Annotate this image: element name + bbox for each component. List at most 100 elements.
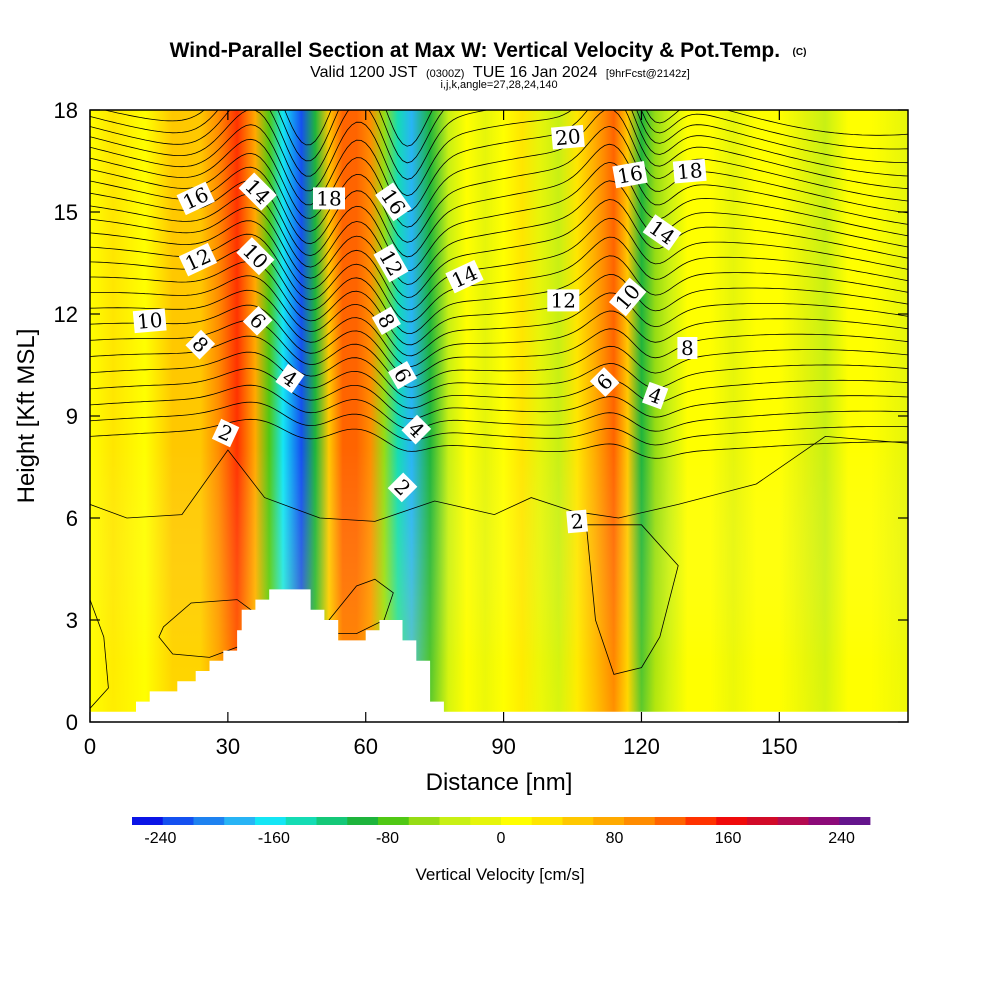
contour-label-2: 2 <box>566 509 589 534</box>
colorbar-swatch <box>839 817 871 825</box>
colorbar-swatch <box>716 817 748 825</box>
theta-line <box>90 275 908 357</box>
theta-line <box>90 143 908 258</box>
contour-label-18: 18 <box>313 186 345 210</box>
colorbar-swatch <box>501 817 533 825</box>
theta-line <box>90 384 908 432</box>
colorbar-tick-label: 240 <box>828 830 855 847</box>
low-level-fade <box>90 110 908 722</box>
theta-contour-edge-west <box>90 599 109 709</box>
theta-line <box>90 320 908 388</box>
theta-line <box>90 351 908 409</box>
contour-label-16: 16 <box>612 161 648 189</box>
contour-label-text: 10 <box>136 308 163 334</box>
y-axis-label: Height [Kft MSL] <box>13 329 40 504</box>
colorbar-swatch <box>593 817 625 825</box>
colorbar-tick-label: -80 <box>376 830 399 847</box>
colorbar-tick-label: 160 <box>715 830 742 847</box>
x-tick-label: 90 <box>491 734 515 759</box>
colorbar-swatch <box>255 817 287 825</box>
chart-title: Wind-Parallel Section at Max W: Vertical… <box>170 39 807 62</box>
theta-line <box>90 217 908 311</box>
theta-line <box>90 261 908 346</box>
colorbar-swatch <box>531 817 563 825</box>
colorbar-swatch <box>408 817 440 825</box>
colorbar-swatch <box>808 817 840 825</box>
potential-temperature-contours <box>90 110 908 709</box>
contour-label-10: 10 <box>132 308 167 334</box>
contour-label-8: 8 <box>371 306 401 335</box>
x-tick-label: 30 <box>216 734 240 759</box>
colorbar-tick-label: 0 <box>497 830 506 847</box>
theta-line <box>90 199 908 298</box>
colorbar-tick-label: -240 <box>144 830 176 847</box>
theta-line <box>90 125 908 243</box>
contour-label-4: 4 <box>642 381 669 410</box>
x-axis-ticks: 0 30 60 90 120 150 <box>84 110 798 759</box>
chart-subtitle: Valid 1200 JST (0300Z) TUE 16 Jan 2024 [… <box>310 64 690 81</box>
contour-label-text: 20 <box>554 124 581 150</box>
theta-line <box>90 110 908 180</box>
colorbar-label: Vertical Velocity [cm/s] <box>415 865 584 884</box>
colorbar-swatch <box>316 817 348 825</box>
contour-label-text: 8 <box>681 336 694 360</box>
colorbar-tick-label: -160 <box>258 830 290 847</box>
contour-label-18: 18 <box>672 158 707 184</box>
theta-line <box>90 110 908 213</box>
theta-line <box>90 110 908 164</box>
colorbar-swatch <box>654 817 686 825</box>
theta-line <box>90 161 908 272</box>
theta-line <box>90 289 908 367</box>
y-tick-label: 6 <box>66 506 78 531</box>
terrain-mask <box>90 589 908 722</box>
colorbar-swatch <box>624 817 656 825</box>
contour-label-2: 2 <box>211 418 240 448</box>
colorbar-swatch <box>439 817 471 825</box>
colorbar-tick-label: 80 <box>606 830 624 847</box>
colorbar-swatch <box>162 817 194 825</box>
y-tick-label: 0 <box>66 710 78 735</box>
colorbar-swatch <box>132 817 164 825</box>
contour-label-6: 6 <box>387 361 418 390</box>
theta-line-low <box>90 435 908 522</box>
colorbar-swatch <box>378 817 410 825</box>
theta-line <box>90 110 908 197</box>
contour-label-text: 12 <box>551 288 576 312</box>
contour-label-20: 20 <box>551 124 585 150</box>
colorbar-swatch <box>777 817 809 825</box>
theta-line <box>90 247 908 334</box>
y-tick-label: 12 <box>54 302 78 327</box>
theta-line <box>90 368 908 420</box>
theta-line <box>90 180 908 285</box>
x-tick-label: 0 <box>84 734 96 759</box>
contour-label-text: 16 <box>615 161 644 189</box>
colorbar <box>132 817 871 825</box>
x-axis-label: Distance [nm] <box>426 769 573 796</box>
contour-label-12: 12 <box>547 288 580 312</box>
chart-subtitle-indices: i,j,k,angle=27,28,24,140 <box>440 79 557 91</box>
colorbar-swatch <box>562 817 594 825</box>
colorbar-swatch <box>285 817 317 825</box>
colorbar-ticks: -240 -160 -80 0 80 160 240 <box>144 830 855 847</box>
colorbar-swatch <box>224 817 256 825</box>
contour-label-text: 18 <box>316 186 341 210</box>
contour-label-text: 18 <box>676 158 703 184</box>
contour-label-8: 8 <box>677 336 698 360</box>
colorbar-swatch <box>747 817 779 825</box>
theta-line <box>90 401 908 446</box>
theta-line <box>90 233 908 323</box>
theta-line <box>90 304 908 378</box>
colorbar-swatch <box>347 817 379 825</box>
theta-line <box>90 110 908 228</box>
y-tick-label: 18 <box>54 98 78 123</box>
y-tick-label: 9 <box>66 404 78 429</box>
x-tick-label: 150 <box>761 734 798 759</box>
y-tick-label: 3 <box>66 608 78 633</box>
colorbar-swatch <box>685 817 717 825</box>
theta-line <box>90 335 908 399</box>
colorbar-swatch <box>470 817 502 825</box>
theta-closed-contour-east <box>585 524 679 675</box>
contour-label-text: 2 <box>570 509 585 534</box>
